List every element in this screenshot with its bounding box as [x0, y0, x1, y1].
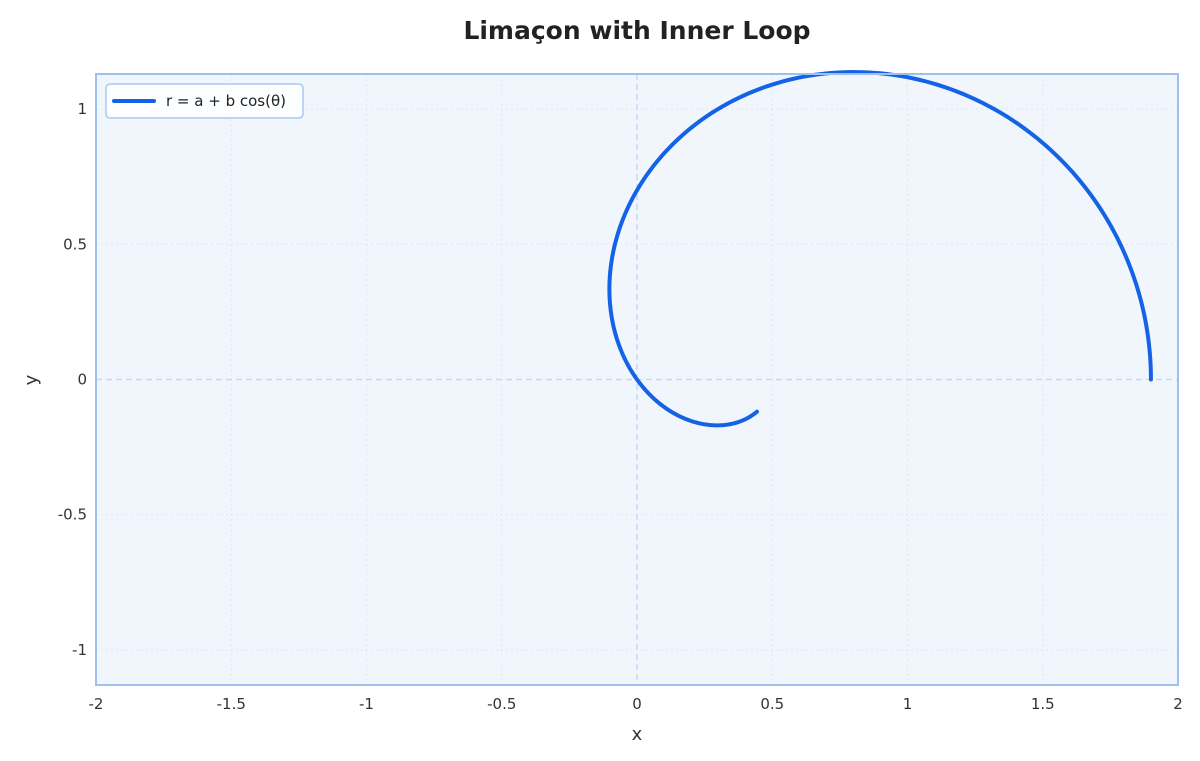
y-tick-label: 0.5	[63, 235, 87, 253]
x-tick-label: -2	[89, 695, 104, 713]
legend-box	[105, 83, 304, 119]
legend: r = a + b cos(θ)	[105, 83, 304, 119]
x-tick-label: -1.5	[217, 695, 246, 713]
x-tick-label: 1.5	[1031, 695, 1055, 713]
y-tick-label: -0.5	[58, 506, 87, 524]
series-layer	[607, 70, 1153, 428]
plot-frame	[95, 73, 1179, 686]
x-tick-label: -1	[359, 695, 374, 713]
x-tick-label: 0.5	[760, 695, 784, 713]
x-tick-label: -0.5	[487, 695, 516, 713]
x-tick-labels: -2 -1.5 -1 -0.5 0 0.5 1 1.5 2	[89, 695, 1183, 713]
chart-title: Limaçon with Inner Loop	[463, 16, 810, 45]
x-tick-label: 1	[903, 695, 913, 713]
legend-label: r = a + b cos(θ)	[166, 92, 286, 110]
x-tick-label: 0	[632, 695, 642, 713]
x-axis-label: x	[632, 724, 643, 745]
x-tick-label: 2	[1173, 695, 1183, 713]
y-axis-label: y	[21, 374, 42, 385]
y-tick-labels: -1 -0.5 0 0.5 1	[58, 100, 87, 659]
y-tick-label: 0	[77, 371, 87, 389]
y-tick-label: -1	[72, 641, 87, 659]
series-line-0	[607, 70, 1153, 428]
y-tick-label: 1	[77, 100, 87, 118]
